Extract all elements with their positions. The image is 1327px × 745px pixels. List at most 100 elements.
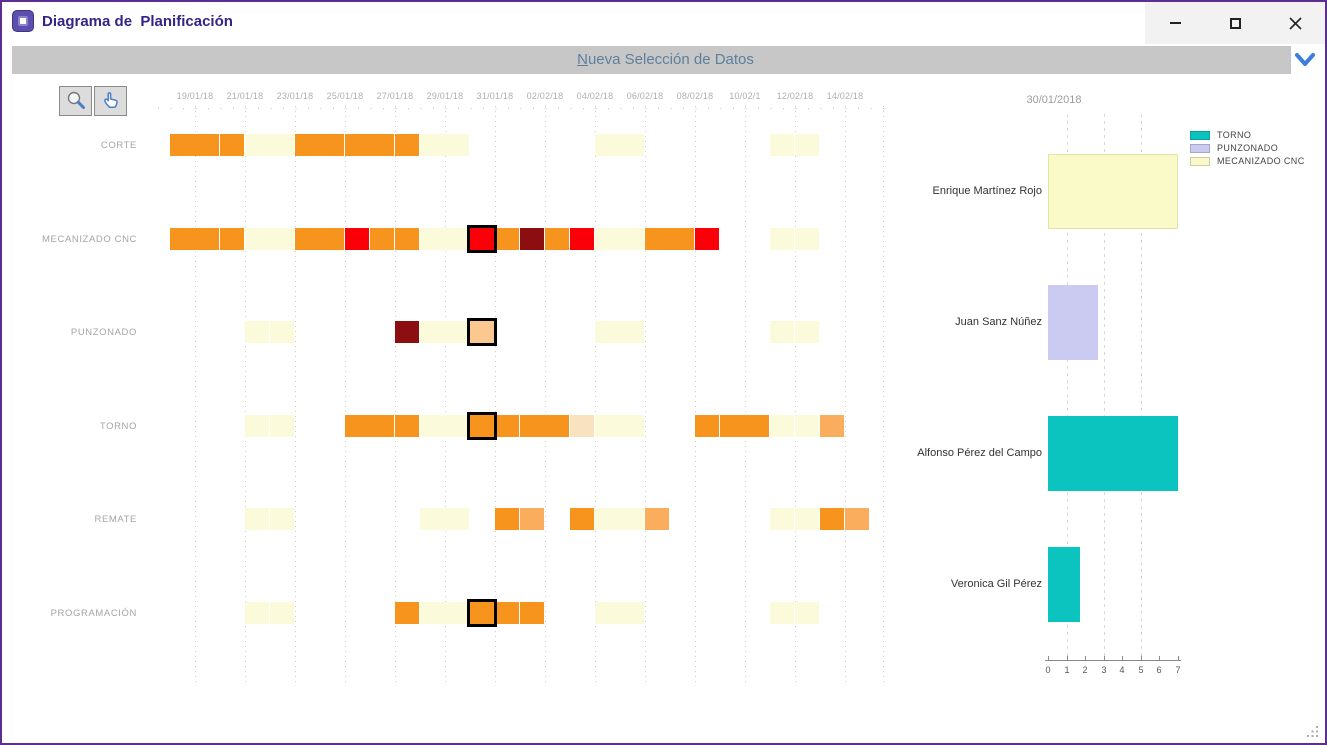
minimize-button[interactable] xyxy=(1145,2,1205,44)
gantt-gridline xyxy=(495,106,496,682)
gantt-cell[interactable] xyxy=(270,415,294,437)
gantt-cell[interactable] xyxy=(420,415,469,437)
bar-category-label: Veronica Gil Pérez xyxy=(950,578,1042,590)
gantt-cell-selected[interactable] xyxy=(467,318,497,346)
gantt-cell[interactable] xyxy=(595,134,644,156)
gantt-cell[interactable] xyxy=(395,602,419,624)
close-button[interactable] xyxy=(1265,2,1325,44)
gantt-cell[interactable] xyxy=(795,134,819,156)
gantt-cell[interactable] xyxy=(395,321,419,343)
gantt-cell[interactable] xyxy=(720,415,769,437)
gantt-cell[interactable] xyxy=(420,508,469,530)
gantt-cell[interactable] xyxy=(520,415,569,437)
gantt-cell[interactable] xyxy=(645,508,669,530)
gantt-row-label: PROGRAMACIÓN xyxy=(50,608,137,619)
gantt-cell[interactable] xyxy=(345,415,394,437)
gantt-cell[interactable] xyxy=(545,228,569,250)
bar-category-label: Alfonso Pérez del Campo xyxy=(917,447,1042,459)
gantt-cell-selected[interactable] xyxy=(467,412,497,440)
gantt-cell[interactable] xyxy=(595,321,644,343)
gantt-cell[interactable] xyxy=(395,134,419,156)
gantt-cell[interactable] xyxy=(820,508,844,530)
gantt-cell[interactable] xyxy=(420,134,469,156)
gantt-cell[interactable] xyxy=(495,228,519,250)
gantt-cell[interactable] xyxy=(295,134,344,156)
gantt-cell[interactable] xyxy=(695,228,719,250)
gantt-cell[interactable] xyxy=(495,508,519,530)
gantt-cell[interactable] xyxy=(245,321,269,343)
gantt-cell[interactable] xyxy=(595,508,644,530)
gantt-cell[interactable] xyxy=(370,228,394,250)
gantt-cell-selected[interactable] xyxy=(467,599,497,627)
gantt-cell[interactable] xyxy=(270,321,294,343)
bar-chart-date: 30/01/2018 xyxy=(1026,94,1082,106)
gantt-cell[interactable] xyxy=(495,602,519,624)
gantt-cell[interactable] xyxy=(645,228,694,250)
bar-x-tick-label: 7 xyxy=(1175,665,1181,675)
expand-selection-button[interactable] xyxy=(1290,46,1319,74)
gantt-cell[interactable] xyxy=(220,228,244,250)
resize-grip[interactable] xyxy=(1306,725,1319,738)
gantt-gridline xyxy=(345,106,346,682)
legend-item: MECANIZADO CNC xyxy=(1190,156,1320,167)
gantt-cell[interactable] xyxy=(170,228,219,250)
gantt-cell[interactable] xyxy=(245,508,269,530)
bar-x-tick-label: 5 xyxy=(1138,665,1144,675)
gantt-cell[interactable] xyxy=(795,508,819,530)
gantt-cell[interactable] xyxy=(770,134,794,156)
gantt-cell[interactable] xyxy=(395,228,419,250)
gantt-cell[interactable] xyxy=(495,415,519,437)
gantt-cell[interactable] xyxy=(270,508,294,530)
gantt-date-label: 31/01/18 xyxy=(476,91,514,101)
gantt-gridline xyxy=(745,106,746,682)
legend-swatch-mecanizado-cnc xyxy=(1190,157,1210,166)
gantt-cell[interactable] xyxy=(245,602,269,624)
gantt-cell[interactable] xyxy=(595,415,644,437)
gantt-cell[interactable] xyxy=(795,415,819,437)
gantt-cell[interactable] xyxy=(595,228,644,250)
bar-x-tick xyxy=(1104,656,1105,660)
gantt-cell[interactable] xyxy=(770,321,794,343)
gantt-cell[interactable] xyxy=(345,134,394,156)
gantt-cell[interactable] xyxy=(820,415,844,437)
close-icon xyxy=(1288,16,1302,30)
gantt-cell[interactable] xyxy=(595,602,644,624)
gantt-cell[interactable] xyxy=(795,602,819,624)
gantt-cell[interactable] xyxy=(170,134,219,156)
gantt-cell[interactable] xyxy=(395,415,419,437)
new-data-selection-button[interactable]: Nueva Selección de Datos xyxy=(12,46,1319,74)
gantt-gridline xyxy=(883,106,884,682)
gantt-cell[interactable] xyxy=(770,228,794,250)
gantt-cell[interactable] xyxy=(570,415,594,437)
gantt-cell[interactable] xyxy=(270,602,294,624)
bar-x-tick-label: 6 xyxy=(1156,665,1162,675)
gantt-cell[interactable] xyxy=(245,134,294,156)
gantt-cell[interactable] xyxy=(770,602,794,624)
gantt-cell[interactable] xyxy=(245,415,269,437)
bar-x-tick-label: 1 xyxy=(1064,665,1070,675)
gantt-cell[interactable] xyxy=(295,228,344,250)
app-icon xyxy=(12,10,34,32)
pan-tool-button[interactable] xyxy=(94,86,127,116)
gantt-cell[interactable] xyxy=(770,415,794,437)
gantt-cell[interactable] xyxy=(520,228,544,250)
gantt-cell[interactable] xyxy=(420,602,469,624)
gantt-cell[interactable] xyxy=(770,508,794,530)
gantt-cell[interactable] xyxy=(695,415,719,437)
zoom-tool-button[interactable] xyxy=(59,86,92,116)
maximize-button[interactable] xyxy=(1205,2,1265,44)
gantt-cell[interactable] xyxy=(220,134,244,156)
gantt-cell[interactable] xyxy=(795,321,819,343)
gantt-cell[interactable] xyxy=(845,508,869,530)
gantt-cell[interactable] xyxy=(245,228,294,250)
gantt-cell[interactable] xyxy=(795,228,819,250)
gantt-cell[interactable] xyxy=(345,228,369,250)
gantt-cell[interactable] xyxy=(420,228,469,250)
gantt-cell[interactable] xyxy=(420,321,469,343)
gantt-cell[interactable] xyxy=(570,228,594,250)
gantt-cell[interactable] xyxy=(570,508,594,530)
gantt-cell-selected[interactable] xyxy=(467,225,497,253)
gantt-date-label: 21/01/18 xyxy=(226,91,264,101)
gantt-cell[interactable] xyxy=(520,508,544,530)
gantt-cell[interactable] xyxy=(520,602,544,624)
